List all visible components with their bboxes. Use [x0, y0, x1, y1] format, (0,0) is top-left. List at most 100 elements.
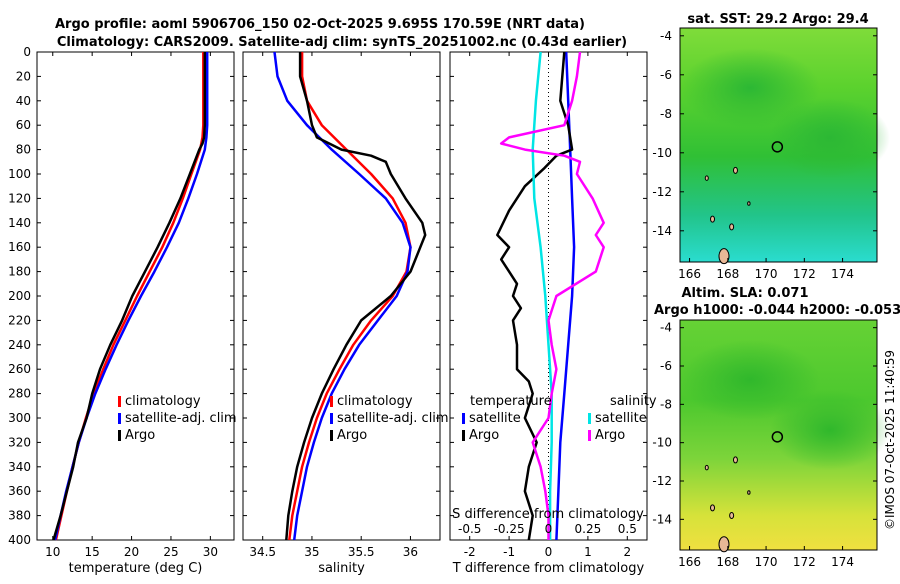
legend-swatch [462, 413, 465, 424]
map-x-tick-label: 170 [755, 555, 778, 569]
profile-panel-salinity: 34.5 35 35.5 36 salinity climatology satellite… [242, 51, 449, 576]
map-frame [679, 27, 878, 263]
map-field-patch [680, 340, 820, 420]
x-tick-label: 35.5 [348, 545, 375, 559]
island-shape [729, 512, 735, 519]
legend-label: Argo [125, 428, 155, 443]
legend-swatch [330, 396, 333, 407]
legend-swatch [118, 430, 121, 441]
x-tick-label: 2 [623, 545, 631, 559]
map-field-patch [680, 48, 820, 128]
map-y-tick-label: -14 [652, 224, 672, 238]
map-y-tick-label: -4 [660, 29, 672, 43]
y-tick-label: 360 [8, 484, 31, 498]
s-tick-label: 0 [545, 522, 553, 536]
legend-header-salinity: salinity [610, 394, 657, 409]
map-panel-sla: 166 168 170 172 174 -4 -6 -8 -10 -12 -14 Altim. SLA… [652, 286, 900, 569]
island-shape [704, 464, 709, 471]
island-shape [710, 504, 716, 512]
island-shape [729, 223, 735, 231]
y-tick-label: 100 [8, 167, 31, 181]
legend-label: satellite [595, 411, 647, 426]
series-line-climatology [288, 52, 412, 541]
sla-map-title: Altim. SLA: 0.071 [682, 286, 809, 301]
legend-swatch [330, 413, 333, 424]
sla-map-subtitle: Argo h1000: -0.044 h2000: -0.053 [654, 303, 900, 318]
island-shape [704, 175, 709, 181]
map-x-tick-label: 174 [831, 555, 854, 569]
map-x-tick-label: 166 [678, 267, 701, 281]
x-tick-label: 34.5 [249, 545, 276, 559]
legend-swatch [462, 430, 465, 441]
y-tick-label: 320 [8, 435, 31, 449]
x-axis-label: T difference from climatology [452, 561, 645, 576]
x-tick-label: -2 [464, 545, 476, 559]
s-tick-label: -0.25 [494, 522, 525, 536]
legend-label: Argo [337, 428, 367, 443]
y-tick-label: 220 [8, 313, 31, 327]
y-tick-label: 80 [16, 143, 31, 157]
map-x-tick-label: 168 [716, 267, 739, 281]
legend-label: climatology [337, 394, 413, 409]
y-tick-label: 340 [8, 460, 31, 474]
x-tick-label: 15 [85, 545, 100, 559]
x-tick-label: -1 [503, 545, 515, 559]
legend-label: satellite-adj. clim [125, 411, 237, 426]
map-y-tick-label: -10 [652, 146, 672, 160]
x-tick-label: 25 [163, 545, 178, 559]
y-tick-label: 380 [8, 509, 31, 523]
map-y-tick-label: -12 [652, 185, 672, 199]
map-x-tick-label: 166 [678, 555, 701, 569]
y-tick-label: 140 [8, 216, 31, 230]
legend-swatch [330, 430, 333, 441]
y-tick-label: 180 [8, 265, 31, 279]
y-tick-label: 280 [8, 387, 31, 401]
credit-text: ©IMOS 07-Oct-2025 11:40:59 [883, 350, 897, 530]
island-shape [718, 536, 730, 553]
panel-frame [36, 51, 235, 541]
map-y-tick-label: -10 [652, 436, 672, 450]
legend-header-temperature: temperature [470, 394, 552, 409]
x-tick-label: 35 [304, 545, 319, 559]
map-y-tick-label: -8 [660, 397, 672, 411]
map-x-tick-label: 168 [716, 555, 739, 569]
map-y-tick-label: -4 [660, 321, 672, 335]
legend-label: Argo [595, 428, 625, 443]
series-line-argo [285, 52, 427, 541]
x-tick-label: 20 [124, 545, 139, 559]
top-s-axis-label: S difference from climatology [452, 507, 644, 522]
header-line2: Climatology: CARS2009. Satellite-adj cli… [57, 35, 627, 50]
y-tick-label: 240 [8, 338, 31, 352]
island-shape [710, 215, 716, 223]
x-tick-label: 10 [45, 545, 60, 559]
x-axis-label: salinity [318, 561, 365, 576]
x-tick-label: 1 [584, 545, 592, 559]
map-panel-sst: 166 168 170 172 174 -4 -6 -8 -10 -12 -14 sat. SST: … [652, 12, 890, 281]
y-tick-label: 120 [8, 191, 31, 205]
map-x-tick-label: 174 [831, 267, 854, 281]
sst-map-title: sat. SST: 29.2 Argo: 29.4 [687, 12, 868, 27]
series-line-t-argo [496, 51, 574, 541]
map-x-tick-label: 170 [755, 267, 778, 281]
y-tick-label: 300 [8, 411, 31, 425]
legend-swatch [118, 396, 121, 407]
y-tick-label: 0 [23, 45, 31, 59]
argo-location-marker [771, 431, 784, 443]
profile-panel-difference: -2 -1 0 1 2 T difference from climatology temp… [449, 51, 657, 576]
map-y-tick-label: -6 [660, 68, 672, 82]
y-tick-label: 200 [8, 289, 31, 303]
island-shape [718, 248, 730, 265]
map-x-tick-label: 172 [793, 555, 816, 569]
x-tick-label: 0 [545, 545, 553, 559]
island-shape [747, 490, 751, 495]
series-line-s-argo [499, 51, 605, 540]
x-axis-label: temperature (deg C) [69, 561, 203, 576]
map-y-tick-label: -14 [652, 512, 672, 526]
s-tick-label: -0.5 [458, 522, 481, 536]
map-y-tick-label: -8 [660, 107, 672, 121]
map-field-patch [770, 98, 890, 178]
header-line1: Argo profile: aoml 5906706_150 02-Oct-20… [55, 17, 585, 32]
series-line-s-satellite [531, 51, 553, 540]
